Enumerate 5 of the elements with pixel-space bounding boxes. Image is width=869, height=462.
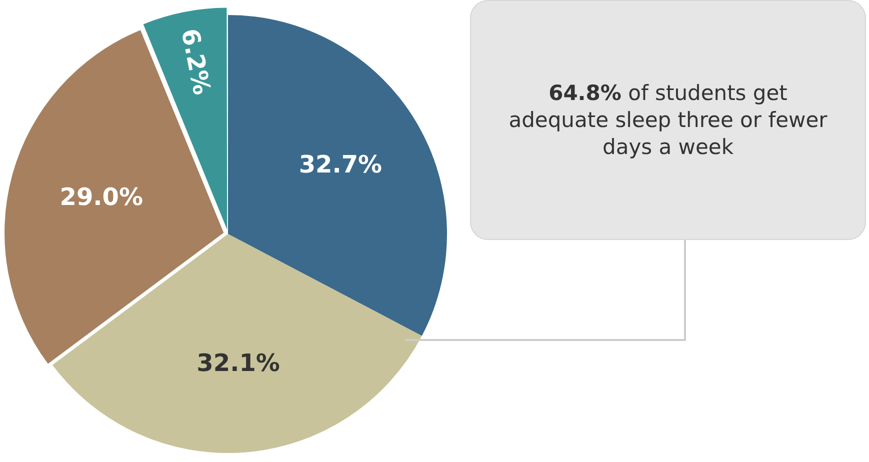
data-label: 32.7% (298, 150, 382, 178)
data-label: 6.2% (176, 26, 216, 98)
data-label: 29.0% (60, 183, 143, 212)
data-label: 32.1% (196, 349, 280, 378)
text: 64.8% of students get adequate sleep three or fewer days a week (508, 80, 828, 158)
